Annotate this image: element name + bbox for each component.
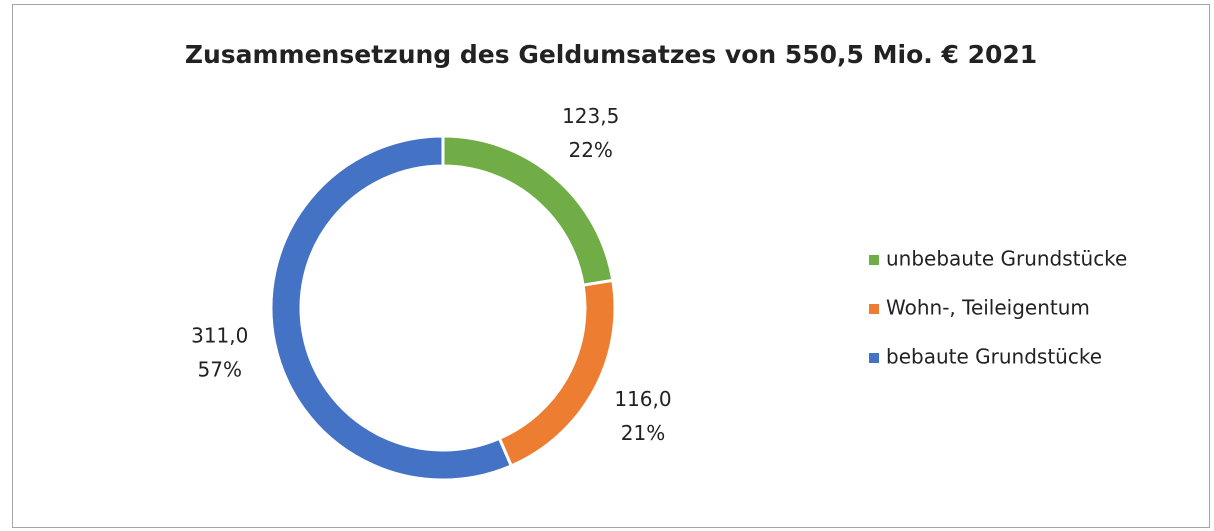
legend-swatch	[869, 255, 879, 265]
value-label: 116,0	[614, 387, 671, 411]
percentage-label: 22%	[568, 138, 612, 162]
value-label: 311,0	[191, 324, 248, 348]
legend-label: Wohn-, Teileigentum	[886, 296, 1090, 320]
value-label: 123,5	[562, 104, 619, 128]
legend-label: bebaute Grundstücke	[886, 345, 1102, 369]
donut-segment	[269, 134, 514, 482]
percentage-label: 21%	[621, 421, 665, 445]
percentage-label: 57%	[198, 358, 242, 382]
chart-title: Zusammensetzung des Geldumsatzes von 550…	[185, 40, 1037, 69]
legend-swatch	[869, 353, 879, 363]
legend-label: unbebaute Grundstücke	[886, 247, 1127, 271]
legend-swatch	[869, 304, 879, 314]
